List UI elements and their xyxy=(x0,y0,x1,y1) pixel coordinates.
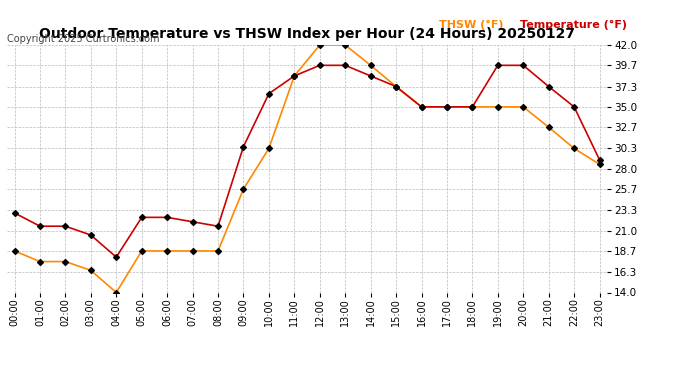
Title: Outdoor Temperature vs THSW Index per Hour (24 Hours) 20250127: Outdoor Temperature vs THSW Index per Ho… xyxy=(39,27,575,41)
Text: Temperature (°F): Temperature (°F) xyxy=(520,20,627,30)
Text: THSW (°F): THSW (°F) xyxy=(439,20,504,30)
Text: Copyright 2025 Curtronics.com: Copyright 2025 Curtronics.com xyxy=(7,34,159,44)
